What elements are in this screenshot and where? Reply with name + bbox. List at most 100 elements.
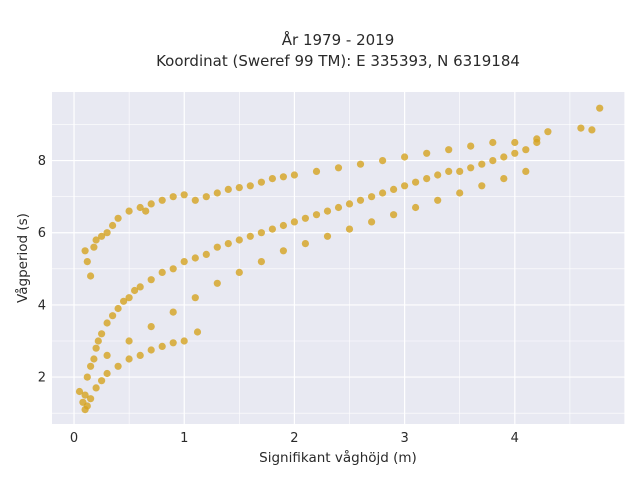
scatter-point [379,157,387,165]
scatter-point [103,319,111,327]
scatter-point [224,185,232,193]
scatter-point [193,328,202,336]
scatter-point [345,225,354,233]
scatter-point [114,304,122,313]
x-tick-label: 2 [290,431,298,446]
scatter-point [92,384,100,392]
scatter-point [158,268,166,276]
scatter-point [87,395,95,403]
scatter-point [390,211,398,219]
scatter-point [279,247,287,255]
scatter-point [588,126,596,134]
scatter-point [109,312,117,320]
scatter-point [169,193,177,201]
scatter-point [235,184,243,192]
scatter-point [90,355,98,363]
scatter-point [522,146,530,154]
scatter-point [257,258,265,266]
scatter-point [500,175,508,183]
scatter-point [467,142,475,150]
scatter-point [180,337,188,345]
scatter-point [90,243,98,251]
scatter-point [301,240,309,248]
scatter-point [456,167,464,175]
scatter-point [577,124,585,132]
scatter-point [478,160,486,168]
scatter-point [423,175,431,183]
scatter-point [334,164,343,172]
scatter-point [246,232,254,240]
scatter-point [312,167,321,175]
chart-subtitle: Koordinat (Sweref 99 TM): E 335393, N 63… [156,52,520,70]
scatter-point [158,342,166,350]
plot-background [52,92,625,424]
scatter-point [412,178,420,186]
y-tick-label: 6 [38,226,46,241]
scatter-point [279,173,287,181]
data-points [75,104,604,414]
scatter-point [147,276,155,284]
scatter-point [75,387,84,396]
scatter-point [169,265,177,273]
scatter-point [98,377,106,385]
scatter-point [92,236,100,244]
scatter-point [445,146,453,154]
scatter-point [500,153,508,161]
scatter-point [401,182,409,190]
scatter-point [434,196,442,204]
scatter-point [467,164,475,172]
scatter-point [81,391,89,399]
scatter-point [511,149,519,157]
scatter-point [147,200,155,208]
scatter-point [235,236,243,244]
scatter-point [290,218,298,226]
scatter-point [412,203,420,212]
scatter-point [235,268,243,276]
scatter-point [312,211,321,219]
grid-lines [52,92,626,424]
y-tick-label: 4 [38,298,46,313]
y-tick-label: 2 [38,371,46,386]
scatter-point [423,149,431,157]
scatter-point [489,157,497,165]
scatter-point [125,355,133,363]
scatter-point [213,189,221,197]
scatter-point [268,225,276,233]
scatter-point [533,135,541,143]
scatter-point [445,167,453,175]
scatter-point [87,362,95,370]
x-tick-label: 1 [180,431,188,446]
scatter-point [323,232,332,240]
scatter-point [511,138,519,147]
scatter-point [379,189,387,197]
scatter-point [356,160,365,168]
scatter-point [456,189,464,197]
scatter-point [92,344,100,352]
scatter-point [368,193,376,201]
scatter-point [81,247,89,255]
scatter-point [356,196,365,204]
scatter-point [147,346,155,354]
scatter-point [136,283,144,291]
scatter-point [98,330,106,338]
scatter-point [213,279,221,287]
scatter-point [401,153,409,161]
scatter-point [83,258,91,266]
scatter-point [125,207,133,215]
scatter-point [147,323,155,331]
scatter-point [158,196,166,204]
scatter-point [257,229,265,237]
y-tick-label: 8 [38,154,46,169]
scatter-point [368,218,376,226]
scatter-point [142,207,150,215]
scatter-point [103,369,111,378]
scatter-point [98,232,106,240]
scatter-point [169,308,177,316]
scatter-point [103,229,111,237]
scatter-point [202,193,210,201]
scatter-point [83,402,91,410]
scatter-point [522,167,530,175]
tick-labels: 0 1 2 3 4 2 4 6 8 [38,154,519,446]
scatter-point [109,221,117,230]
